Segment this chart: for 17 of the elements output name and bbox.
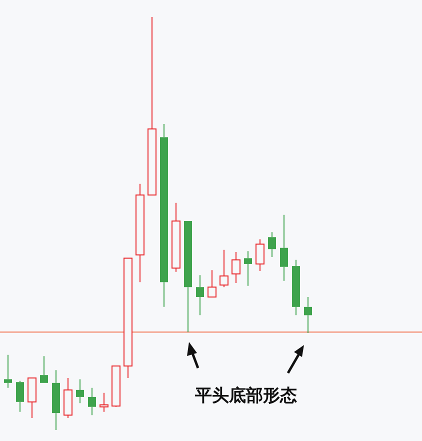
candlestick — [4, 354, 12, 388]
candlestick — [88, 387, 96, 416]
candlestick — [292, 259, 300, 316]
candlestick — [256, 238, 264, 272]
candlestick — [160, 123, 168, 308]
candlestick — [280, 214, 288, 282]
candlestick — [244, 250, 252, 286]
candlestick — [76, 378, 84, 404]
candlestick — [136, 183, 144, 283]
candlestick — [100, 392, 108, 412]
candlestick — [172, 202, 180, 272]
candlestick — [196, 274, 204, 316]
candlestick — [268, 232, 276, 258]
annotation: 平头底部形态 — [194, 386, 297, 406]
candlestick — [52, 370, 60, 430]
candlestick — [304, 296, 312, 334]
candlestick — [232, 251, 240, 284]
